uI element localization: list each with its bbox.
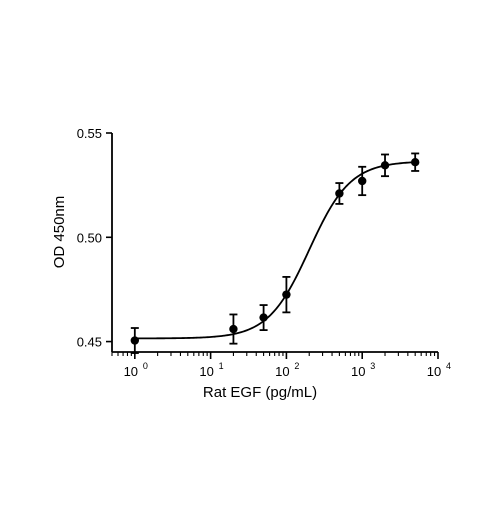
y-axis-title: OD 450nm xyxy=(51,196,68,269)
data-point xyxy=(282,290,291,299)
x-tick-exponent: 4 xyxy=(446,361,451,371)
fit-curve xyxy=(134,161,416,340)
data-point xyxy=(259,313,268,322)
data-points xyxy=(130,158,420,345)
x-tick-exponent: 0 xyxy=(143,361,148,371)
x-tick-exponent: 3 xyxy=(370,361,375,371)
data-point xyxy=(335,189,344,198)
x-tick-exponent: 1 xyxy=(219,361,224,371)
fit-curve-group xyxy=(134,161,416,340)
x-tick-label: 10 xyxy=(427,364,441,379)
x-axis-title: Rat EGF (pg/mL) xyxy=(203,384,317,401)
data-point xyxy=(380,161,390,170)
y-tick-label: 0.45 xyxy=(77,335,102,350)
y-tick-label: 0.55 xyxy=(77,126,102,141)
error-bars xyxy=(130,152,420,354)
x-tick-label: 10 xyxy=(351,364,365,379)
data-point xyxy=(410,158,420,167)
data-point xyxy=(229,324,238,334)
x-tick-exponent: 2 xyxy=(294,361,299,371)
x-tick-label: 10 xyxy=(199,364,213,379)
x-tick-label: 10 xyxy=(275,364,289,379)
data-point xyxy=(130,336,140,345)
y-tick-label: 0.50 xyxy=(77,230,102,245)
data-point xyxy=(358,176,367,186)
x-tick-label: 10 xyxy=(124,364,138,379)
axes: 0.45 0.50 0.55 10 0 10 1 10 2 10 3 10 4 xyxy=(77,126,451,379)
